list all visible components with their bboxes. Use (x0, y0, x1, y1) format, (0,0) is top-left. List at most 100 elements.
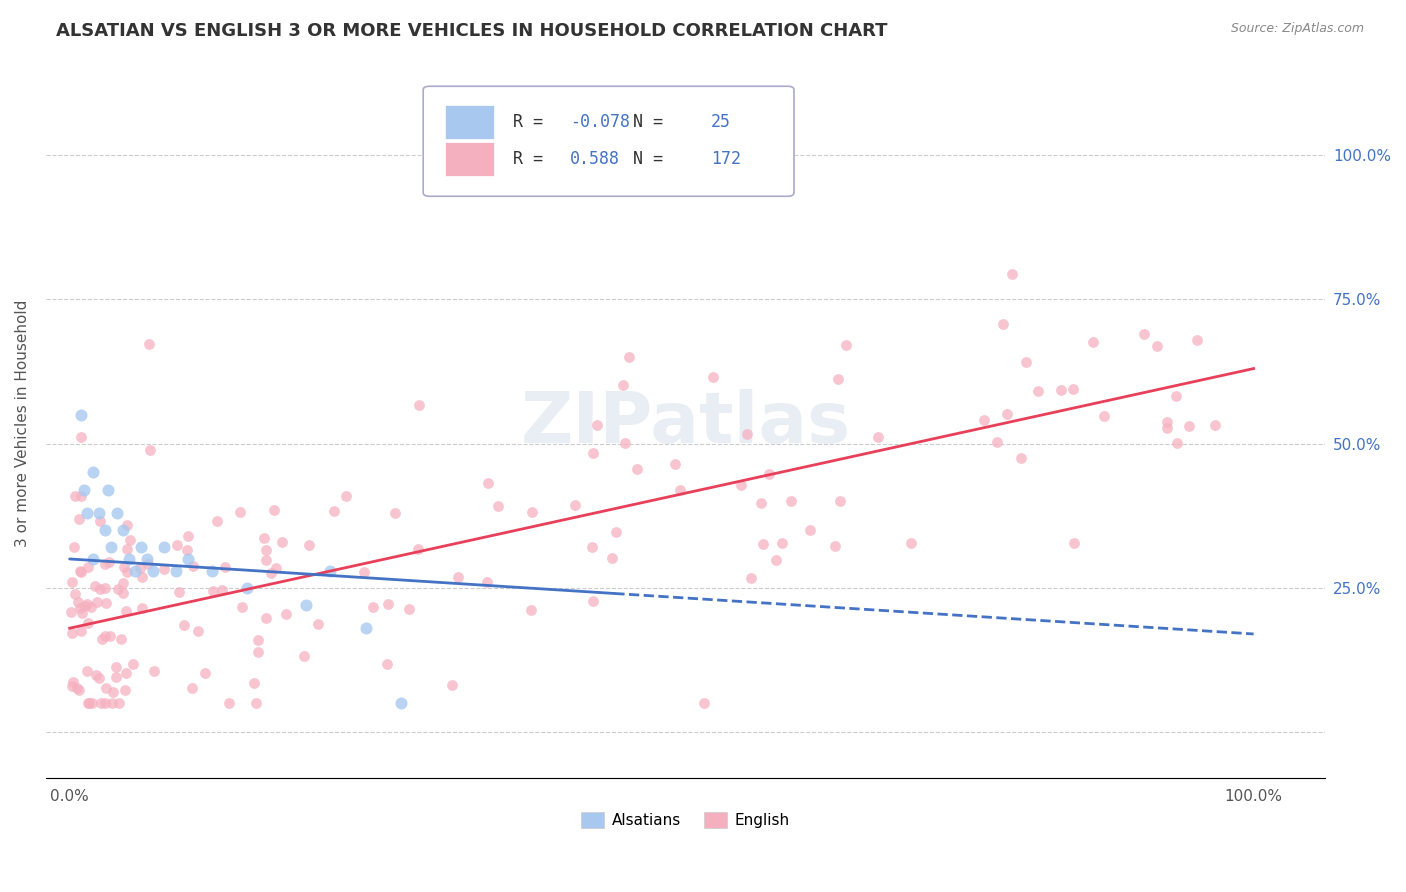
Point (115, 566, 138, 580)
Point (114, 665, 136, 680)
Point (70, 408, 93, 422)
Point (231, 599, 253, 614)
Point (138, 337, 160, 351)
Point (254, 542, 277, 557)
Point (76, 560, 98, 574)
Point (986, 435, 1008, 450)
Point (90, 696, 112, 710)
Point (1081, 334, 1104, 349)
Point (827, 372, 849, 386)
Point (59, 605, 82, 619)
Point (276, 607, 298, 622)
Point (93, 696, 115, 710)
Point (82, 552, 104, 566)
Point (582, 446, 605, 460)
Point (105, 660, 128, 674)
Point (176, 529, 198, 543)
Point (111, 523, 134, 537)
Point (1204, 418, 1226, 433)
Point (993, 317, 1015, 331)
FancyBboxPatch shape (444, 143, 494, 177)
Point (243, 676, 266, 690)
Point (87, 671, 110, 685)
Point (89, 514, 111, 528)
Point (669, 483, 692, 497)
Point (66, 595, 89, 609)
Point (1132, 326, 1154, 341)
Point (108, 696, 131, 710)
Point (218, 696, 240, 710)
Point (1146, 339, 1168, 353)
Point (868, 430, 890, 444)
Point (142, 664, 165, 678)
Point (89, 582, 111, 596)
Point (112, 586, 135, 600)
Point (110, 632, 132, 647)
Point (153, 541, 176, 555)
Point (129, 560, 152, 574)
Point (86, 595, 108, 609)
Point (740, 571, 762, 585)
Y-axis label: 3 or more Vehicles in Household: 3 or more Vehicles in Household (15, 300, 30, 547)
Point (111, 576, 134, 591)
Point (94, 581, 117, 595)
Point (84, 667, 107, 681)
Point (76, 597, 98, 611)
Point (586, 417, 609, 432)
Text: -0.078: -0.078 (571, 112, 630, 131)
Point (1010, 451, 1032, 466)
Point (1001, 267, 1024, 281)
Point (129, 541, 152, 555)
Point (62, 674, 84, 689)
Point (770, 536, 793, 550)
Point (69, 565, 91, 579)
Text: R =         N =: R = N = (513, 112, 672, 131)
Point (165, 564, 187, 578)
Point (264, 561, 287, 575)
Point (205, 514, 228, 528)
Point (254, 611, 277, 625)
Point (900, 535, 922, 549)
Point (749, 496, 772, 510)
Point (564, 498, 586, 512)
Point (76, 665, 98, 679)
Point (201, 564, 224, 578)
Point (80, 696, 103, 710)
Point (271, 535, 294, 549)
Point (115, 604, 138, 618)
Point (70, 490, 93, 504)
Point (105, 506, 128, 520)
Point (752, 537, 775, 551)
Point (1063, 536, 1085, 550)
Point (1178, 418, 1201, 433)
Point (582, 593, 605, 607)
Point (176, 543, 198, 558)
Point (1015, 355, 1038, 369)
Point (131, 570, 153, 584)
Point (98, 629, 121, 643)
Point (295, 598, 318, 612)
Point (830, 493, 852, 508)
Point (91, 632, 114, 647)
Point (69, 600, 91, 615)
Point (835, 338, 858, 352)
Point (67, 682, 90, 697)
Point (181, 558, 204, 573)
Point (522, 505, 544, 519)
Point (194, 666, 217, 681)
Point (70, 624, 93, 638)
Point (66, 681, 89, 696)
Point (361, 599, 384, 614)
Point (77, 616, 100, 631)
Point (214, 560, 236, 574)
Point (69, 430, 91, 444)
Point (1166, 435, 1188, 450)
Point (135, 552, 157, 566)
Point (69, 565, 91, 579)
Point (600, 551, 623, 566)
Point (389, 696, 412, 710)
Point (80, 600, 103, 615)
Point (1156, 421, 1178, 435)
Point (477, 475, 499, 490)
Text: ALSATIAN VS ENGLISH 3 OR MORE VEHICLES IN HOUSEHOLD CORRELATION CHART: ALSATIAN VS ENGLISH 3 OR MORE VEHICLES I… (56, 22, 887, 40)
